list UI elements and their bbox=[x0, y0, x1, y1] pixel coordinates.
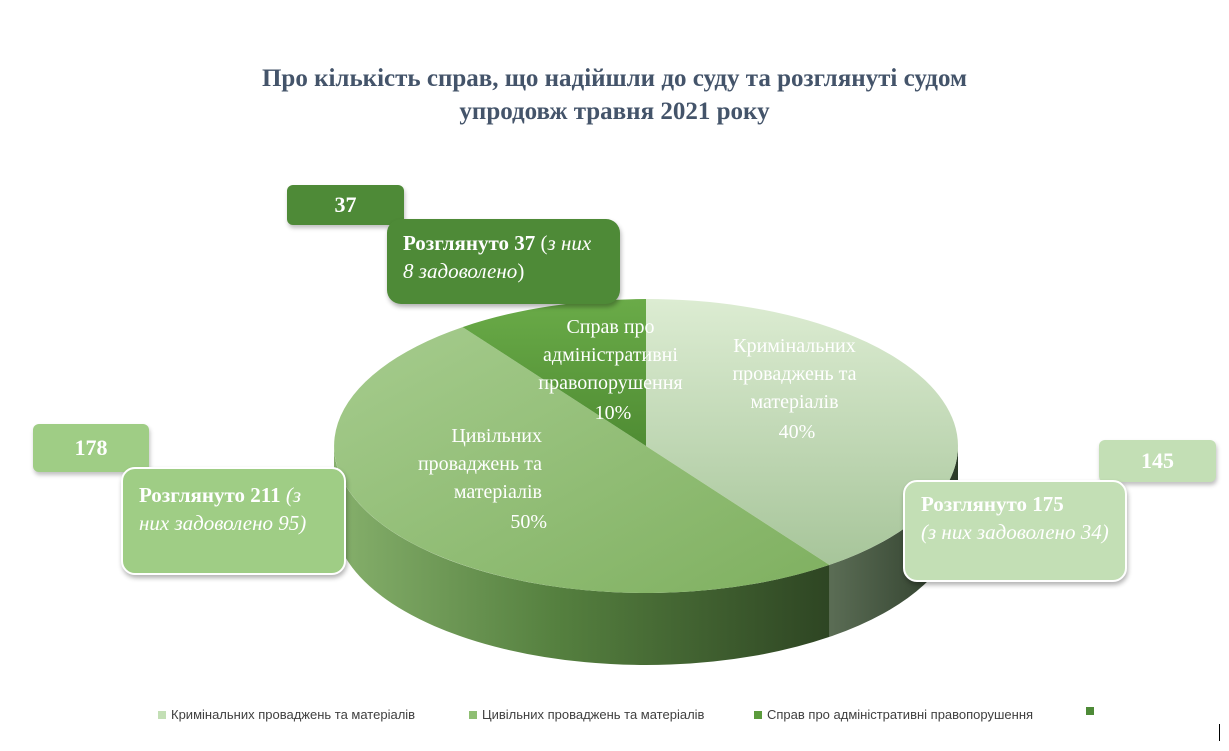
legend-label: Справ про адміністративні правопорушення bbox=[767, 707, 1034, 722]
count-box-admin: 37 bbox=[287, 185, 404, 225]
legend-swatch bbox=[1086, 707, 1094, 715]
legend-swatch bbox=[754, 710, 762, 719]
callout-admin-italic: з них 8 задоволено bbox=[403, 231, 592, 283]
pie-slice-labels: Кримінальних проваджень та матеріалів 40… bbox=[418, 316, 861, 533]
callout-criminal-bold: Розглянуто 175 bbox=[921, 492, 1064, 516]
legend-label: Кримінальних проваджень та матеріалів bbox=[171, 707, 416, 722]
callout-criminal: Розглянуто 175 (з них задоволено 34) bbox=[903, 480, 1127, 582]
legend-swatch bbox=[469, 710, 477, 719]
legend-item-criminal: Кримінальних проваджень та матеріалів bbox=[158, 707, 415, 722]
legend-item-unnamed bbox=[1086, 707, 1099, 715]
slice-label-admin: Справ про адміністративні правопорушення… bbox=[538, 316, 687, 424]
pie-side-walls bbox=[334, 446, 958, 665]
callout-admin-bold: Розглянуто 37 bbox=[403, 231, 536, 255]
chart-title-line-1: Про кількість справ, що надійшли до суду… bbox=[261, 65, 968, 92]
callout-civil-italic: (з них задоволено 95) bbox=[139, 483, 307, 535]
chart-title-line-2: упродовж травня 2021 року bbox=[459, 98, 770, 125]
legend-item-civil: Цивільних проваджень та матеріалів bbox=[469, 707, 704, 722]
count-box-civil: 178 bbox=[33, 424, 149, 472]
callout-criminal-italic: (з них задоволено 34) bbox=[921, 520, 1109, 544]
pie-slice-admin bbox=[462, 299, 646, 446]
edge-mark bbox=[1219, 724, 1220, 741]
slice-label-civil: Цивільних проваджень та матеріалів 50% bbox=[418, 425, 547, 533]
slice-label-criminal: Кримінальних проваджень та матеріалів 40… bbox=[732, 335, 861, 443]
chart-title: Про кількість справ, що надійшли до суду… bbox=[0, 62, 1229, 128]
pie-slice-civil-side bbox=[334, 446, 830, 665]
legend-item-admin: Справ про адміністративні правопорушення bbox=[754, 707, 1033, 722]
pie-slice-criminal-side bbox=[829, 446, 958, 637]
pie-slice-civil bbox=[334, 327, 830, 593]
pie-slices bbox=[334, 299, 958, 593]
pie-slice-criminal bbox=[646, 299, 958, 565]
count-box-criminal: 145 bbox=[1099, 440, 1216, 482]
legend-label: Цивільних проваджень та матеріалів bbox=[482, 707, 705, 722]
callout-civil-bold: Розглянуто 211 bbox=[139, 483, 281, 507]
callout-admin: Розглянуто 37 (з них 8 задоволено) bbox=[387, 219, 620, 304]
callout-civil: Розглянуто 211 (з них задоволено 95) bbox=[121, 467, 346, 575]
legend-swatch bbox=[158, 710, 166, 719]
